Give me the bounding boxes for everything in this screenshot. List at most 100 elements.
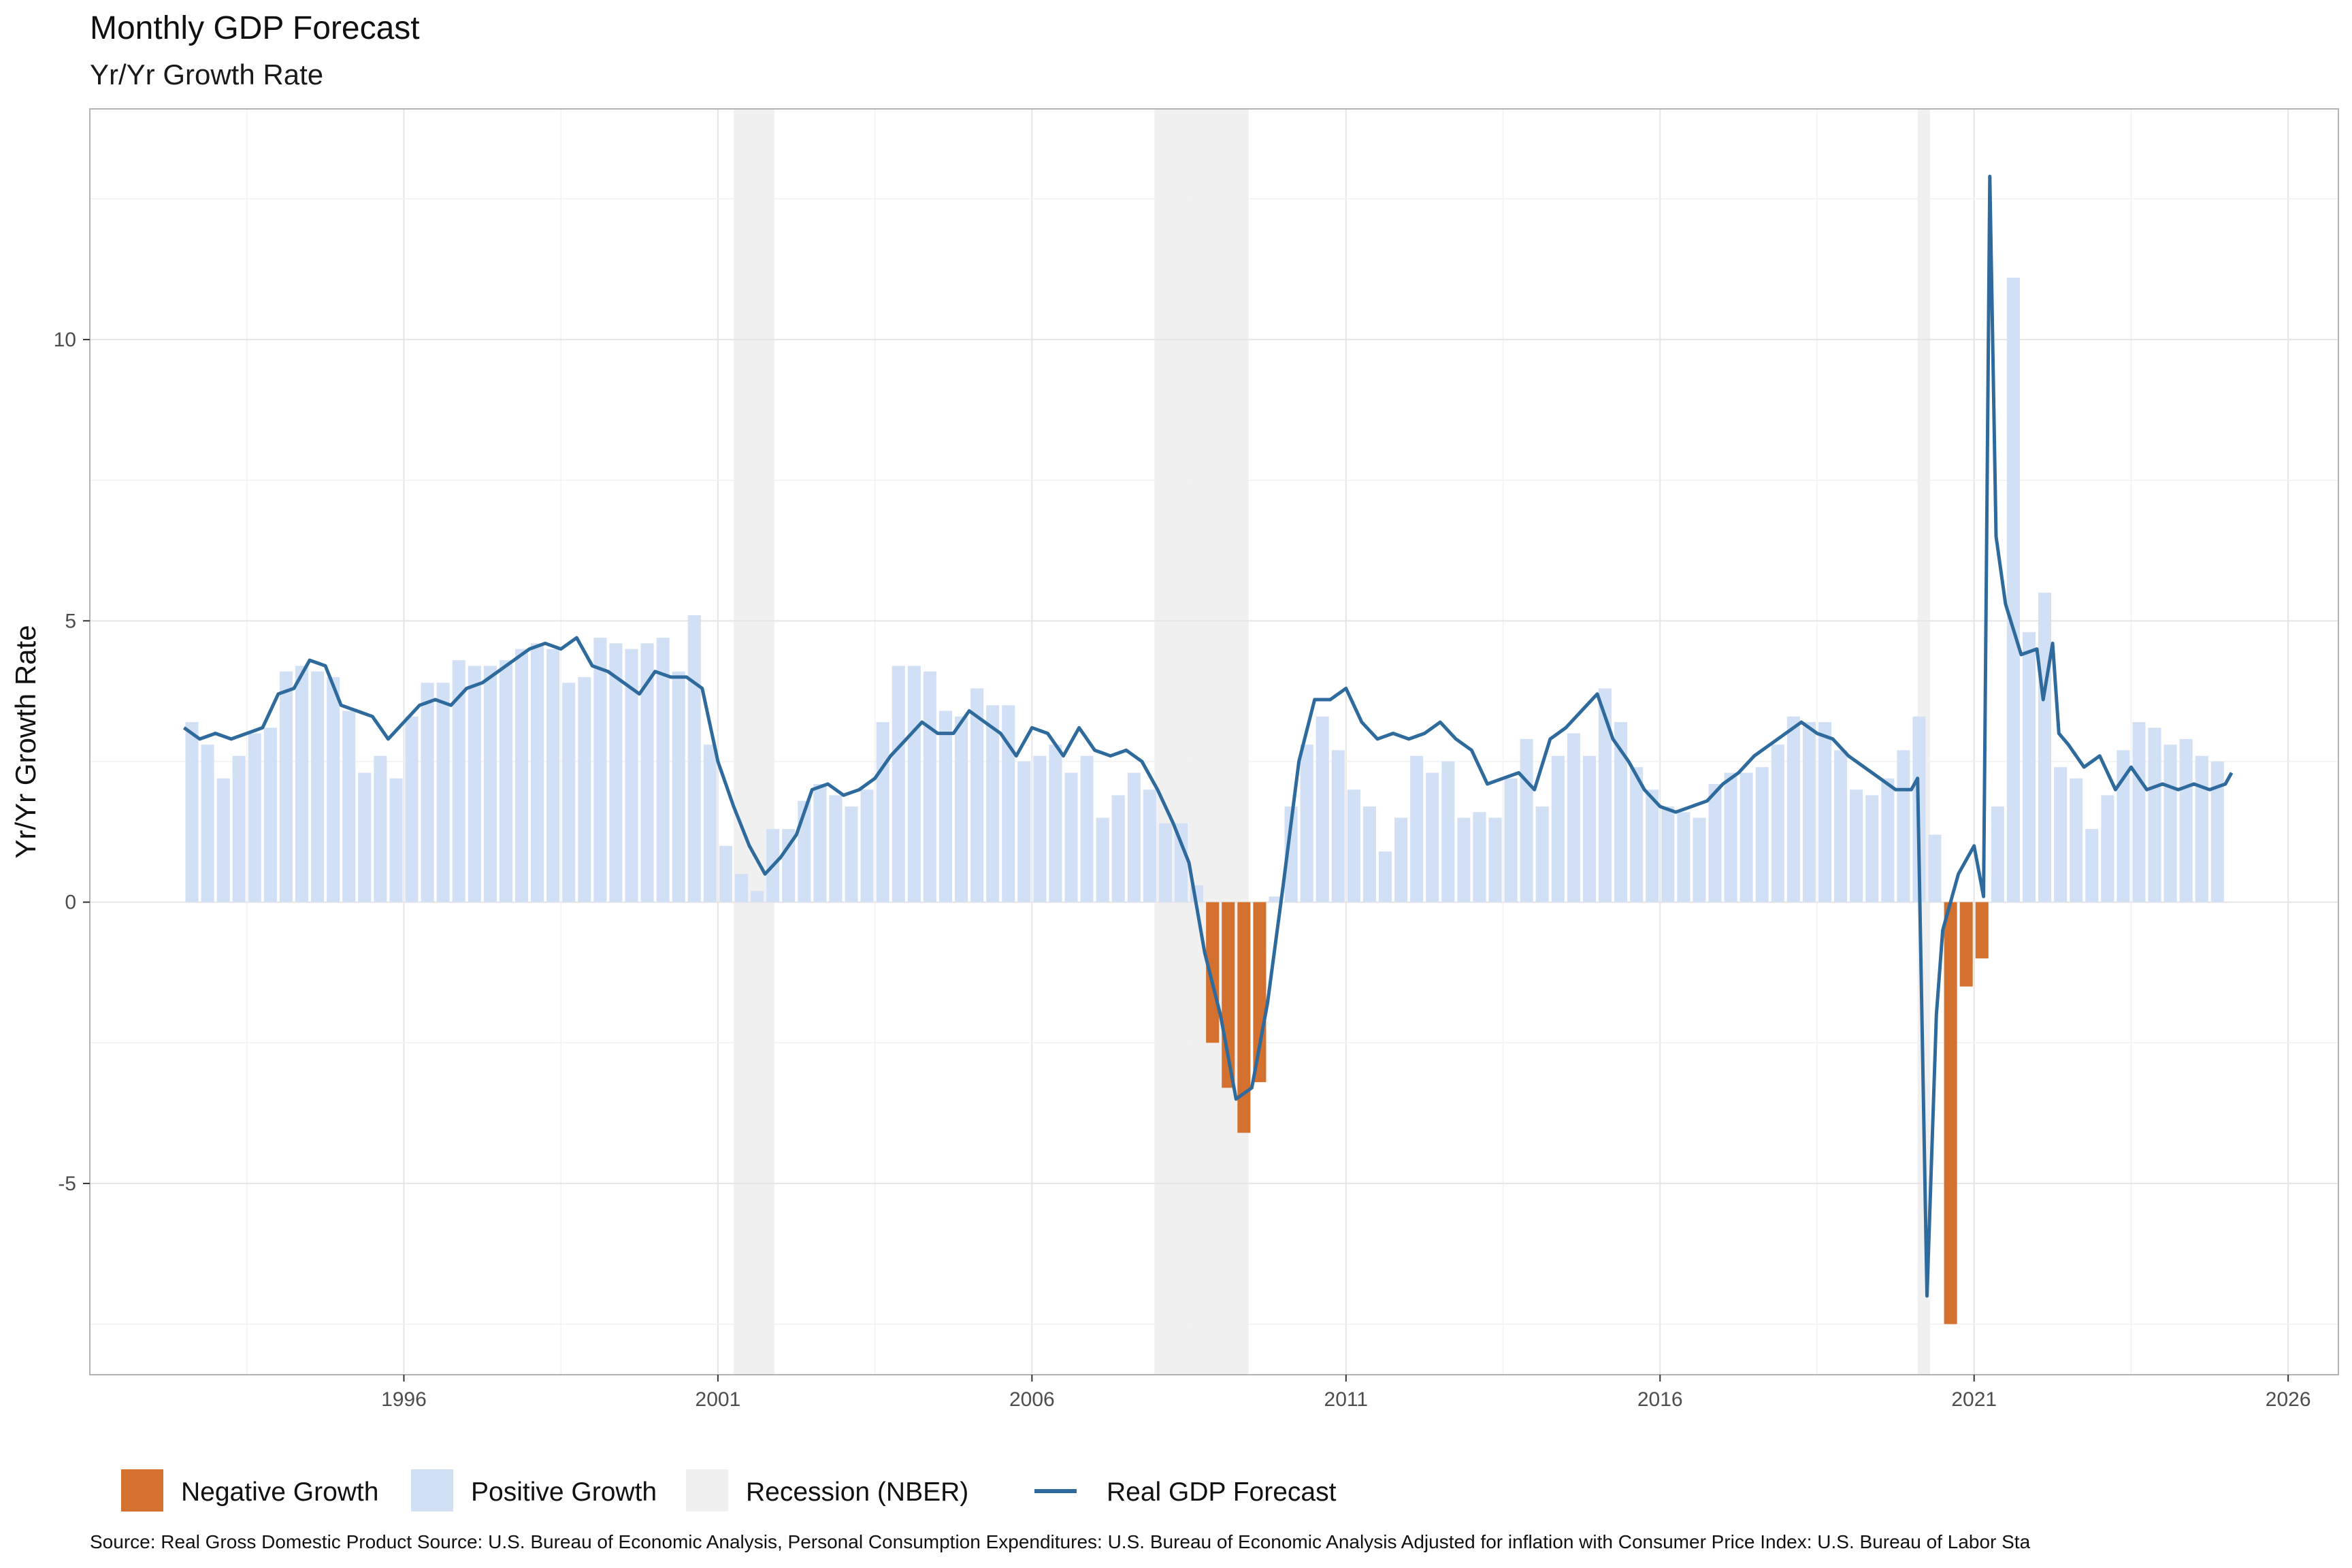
bar-positive-growth: [2195, 755, 2208, 902]
bar-positive-growth: [954, 716, 968, 902]
bar-positive-growth: [1143, 789, 1156, 902]
bar-positive-growth: [876, 722, 889, 902]
bar-positive-growth: [2085, 829, 2099, 902]
bar-positive-growth: [640, 643, 654, 902]
bar-positive-growth: [1127, 772, 1141, 902]
bar-positive-growth: [1771, 745, 1784, 902]
bar-positive-growth: [1473, 812, 1486, 902]
bar-positive-growth: [1802, 722, 1816, 902]
recession-shading: [733, 109, 1931, 1375]
bar-positive-growth: [938, 710, 952, 902]
bar-positive-growth: [468, 666, 481, 902]
bar-positive-growth: [687, 615, 701, 902]
legend-label-recession: Recession (NBER): [746, 1477, 968, 1507]
bar-positive-growth: [1598, 688, 1612, 902]
legend-key-recession: [686, 1469, 728, 1512]
bar-positive-growth: [1269, 896, 1282, 902]
y-tick-label: 10: [54, 329, 76, 351]
bar-positive-growth: [232, 755, 246, 902]
bar-positive-growth: [248, 733, 261, 902]
bar-positive-growth: [593, 638, 607, 902]
chart-title: Monthly GDP Forecast: [90, 10, 420, 46]
bar-positive-growth: [1111, 795, 1125, 902]
bar-positive-growth: [421, 683, 434, 902]
bar-positive-growth: [311, 671, 325, 902]
bar-positive-growth: [2132, 722, 2146, 902]
bar-positive-growth: [1567, 733, 1580, 902]
x-tick-label: 2016: [1637, 1388, 1683, 1411]
bar-positive-growth: [703, 745, 717, 902]
bar-positive-growth: [1284, 806, 1298, 902]
chart-subtitle: Yr/Yr Growth Rate: [90, 59, 323, 91]
recession-band: [733, 109, 774, 1375]
bar-positive-growth: [719, 845, 732, 902]
bar-positive-growth: [672, 671, 685, 902]
x-tick-label: 2021: [1951, 1388, 1997, 1411]
bar-positive-growth: [1535, 806, 1549, 902]
bar-negative-growth: [1206, 902, 1220, 1043]
bar-positive-growth: [986, 705, 1000, 902]
bar-positive-growth: [1928, 834, 1942, 902]
legend-label-negative: Negative Growth: [181, 1477, 378, 1507]
y-tick-label: 5: [65, 610, 76, 632]
bar-negative-growth: [1944, 902, 1957, 1324]
bar-positive-growth: [201, 745, 214, 902]
bar-positive-growth: [2148, 728, 2161, 902]
x-axis: 1996 2001 2006 2011 2016 2021 2026: [381, 1375, 2311, 1411]
bar-positive-growth: [2070, 778, 2083, 902]
bar-positive-growth: [1002, 705, 1015, 902]
bar-positive-growth: [2006, 278, 2020, 902]
bar-positive-growth: [185, 722, 199, 902]
bar-positive-growth: [829, 795, 843, 902]
bar-positive-growth: [562, 683, 576, 902]
bar-positive-growth: [452, 660, 466, 902]
bar-positive-growth: [342, 710, 356, 902]
legend-label-line: Real GDP Forecast: [1107, 1477, 1337, 1507]
bar-positive-growth: [625, 649, 638, 902]
bar-negative-growth: [1975, 902, 1989, 959]
bar-positive-growth: [1362, 806, 1376, 902]
grid-lines: [90, 109, 2338, 1375]
bar-positive-growth: [546, 649, 560, 902]
bar-positive-growth: [216, 778, 230, 902]
bar-positive-growth: [1175, 823, 1188, 902]
bar-positive-growth: [907, 666, 921, 902]
y-axis-title: Yr/Yr Growth Rate: [10, 625, 42, 858]
bar-positive-growth: [2210, 761, 2224, 902]
x-tick-label: 2026: [2266, 1388, 2311, 1411]
bar-negative-growth: [1959, 902, 1973, 987]
bar-positive-growth: [1708, 784, 1722, 902]
bar-positive-growth: [1614, 722, 1628, 902]
bar-positive-growth: [970, 688, 984, 902]
source-caption: Source: Real Gross Domestic Product Sour…: [90, 1531, 2031, 1552]
bar-positive-growth: [578, 676, 591, 902]
bar-positive-growth: [1096, 817, 1109, 902]
bar-positive-growth: [1017, 761, 1031, 902]
bar-positive-growth: [656, 638, 670, 902]
bar-positive-growth: [1677, 812, 1690, 902]
bar-positive-growth: [436, 683, 450, 902]
bar-positive-growth: [405, 716, 419, 902]
bar-positive-growth: [1551, 755, 1565, 902]
bar-positive-growth: [327, 676, 340, 902]
legend-key-positive: [411, 1469, 453, 1512]
bar-positive-growth: [499, 660, 512, 902]
bar-positive-growth: [1897, 750, 1910, 902]
bar-positive-growth: [389, 778, 403, 902]
bar-positive-growth: [374, 755, 387, 902]
bar-positive-growth: [483, 666, 497, 902]
bar-positive-growth: [1033, 755, 1047, 902]
plot-panel-border: [89, 108, 2339, 1375]
bar-positive-growth: [1457, 817, 1471, 902]
bar-positive-growth: [1740, 772, 1753, 902]
real-gdp-forecast-line: [182, 174, 2234, 1298]
bar-negative-growth: [1253, 902, 1267, 1083]
bar-positive-growth: [279, 671, 293, 902]
recession-band: [1154, 109, 1249, 1375]
bar-positive-growth: [1441, 761, 1455, 902]
bar-positive-growth: [531, 643, 544, 902]
bar-positive-growth: [751, 891, 764, 902]
bar-positive-growth: [1582, 755, 1596, 902]
bar-positive-growth: [1881, 778, 1895, 902]
y-tick-label: 0: [65, 892, 76, 914]
